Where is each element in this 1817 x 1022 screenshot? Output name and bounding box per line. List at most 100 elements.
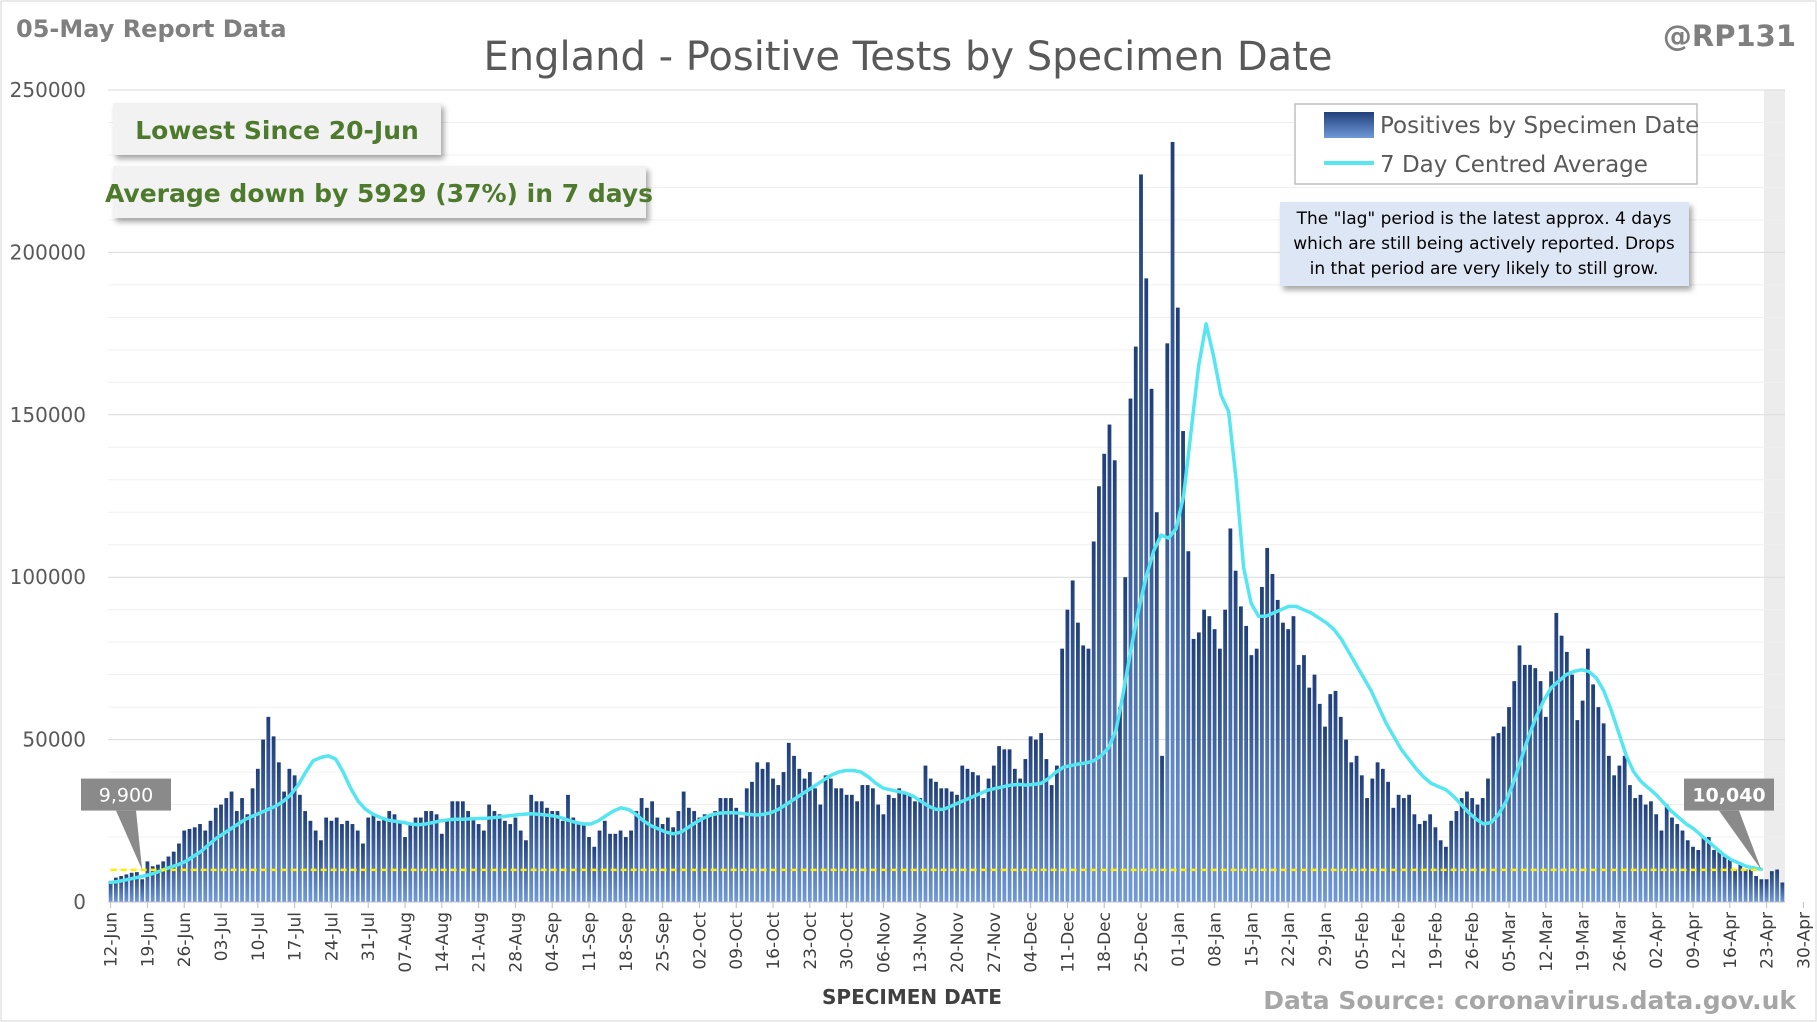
bar: [1538, 681, 1543, 902]
bar: [450, 801, 455, 902]
x-tick-label: 25-Dec: [1132, 912, 1152, 973]
bar: [150, 866, 155, 902]
bar: [439, 833, 444, 902]
bar: [1039, 733, 1044, 902]
bar: [1365, 798, 1369, 902]
bar: [629, 830, 633, 902]
bar: [282, 791, 287, 902]
bar: [1659, 830, 1664, 902]
bar: [881, 814, 886, 902]
bar: [1554, 612, 1559, 902]
threshold-end-label: 10,040: [1692, 785, 1765, 807]
x-tick-label: 28-Aug: [506, 912, 526, 973]
lag-note-line-2: which are still being actively reported.…: [1293, 234, 1675, 254]
x-tick-label: 19-Feb: [1426, 912, 1446, 970]
bar: [1712, 850, 1716, 902]
bar: [1239, 606, 1243, 902]
y-tick-label: 100000: [10, 565, 86, 589]
bar: [813, 788, 817, 902]
lowest-since-text: Lowest Since 20-Jun: [135, 116, 419, 145]
bar: [1007, 749, 1012, 902]
x-tick-label: 23-Oct: [801, 912, 821, 970]
bar: [345, 820, 350, 902]
bar: [1733, 869, 1737, 902]
bar: [1412, 814, 1417, 902]
x-tick-label: 04-Dec: [1022, 912, 1042, 973]
bar: [1496, 733, 1501, 902]
bar: [1564, 651, 1569, 902]
bar: [1023, 759, 1028, 902]
bar: [1112, 460, 1117, 902]
x-tick-label: 10-Jul: [249, 912, 269, 961]
bar: [1738, 863, 1743, 902]
bar: [124, 874, 129, 902]
bar: [970, 772, 975, 902]
bar: [776, 785, 781, 902]
bar: [1260, 586, 1264, 902]
bar: [329, 820, 334, 902]
bar: [481, 830, 486, 902]
bar: [1417, 824, 1422, 902]
legend-bar-swatch: [1324, 112, 1374, 138]
bar-series: [108, 141, 1785, 903]
bar: [1585, 648, 1590, 902]
bar: [513, 817, 518, 902]
bar: [839, 788, 844, 902]
bar: [750, 781, 754, 902]
bar: [508, 824, 513, 902]
author-handle: @RP131: [1663, 19, 1796, 53]
bar: [1012, 768, 1017, 902]
bar: [1528, 664, 1532, 902]
average-change-badge: [113, 166, 646, 218]
bar: [1391, 807, 1396, 902]
bar: [602, 820, 607, 902]
bar: [955, 794, 959, 902]
bar: [545, 807, 549, 902]
bar: [1223, 609, 1228, 902]
bar: [1617, 765, 1622, 902]
bar: [576, 824, 581, 902]
bar: [634, 811, 639, 902]
bar: [934, 781, 938, 902]
bar: [1165, 343, 1170, 902]
bar: [287, 768, 292, 902]
x-tick-label: 26-Mar: [1610, 912, 1630, 972]
bar: [587, 837, 591, 902]
bar: [1754, 876, 1758, 902]
x-tick-label: 21-Aug: [470, 912, 490, 973]
bar: [1060, 648, 1065, 902]
x-tick-label: 13-Nov: [911, 912, 931, 973]
bar: [313, 830, 318, 902]
bar: [1302, 655, 1306, 902]
bar: [1249, 655, 1254, 902]
bar: [960, 765, 965, 902]
x-tick-label: 19-Mar: [1574, 912, 1594, 972]
y-tick-label: 150000: [10, 403, 86, 427]
x-tick-label: 23-Apr: [1758, 912, 1778, 969]
bar: [1065, 609, 1070, 902]
bar: [1002, 749, 1007, 902]
bar: [392, 814, 397, 902]
bar: [618, 830, 623, 902]
bar: [692, 811, 697, 902]
bar: [660, 824, 665, 902]
bar: [1444, 846, 1448, 902]
bar: [224, 798, 229, 902]
bar: [1654, 814, 1659, 902]
x-tick-label: 22-Jan: [1279, 912, 1299, 967]
report-label: 05-May Report Data: [16, 15, 287, 43]
bar: [965, 768, 970, 902]
x-tick-label: 19-Jun: [138, 912, 158, 967]
bar: [361, 843, 365, 902]
bar: [1123, 577, 1128, 902]
x-tick-label: 14-Aug: [433, 912, 453, 973]
bar: [534, 801, 539, 902]
bar: [944, 788, 949, 902]
bar: [240, 798, 244, 902]
bar: [1470, 798, 1475, 902]
x-tick-label: 24-Jul: [322, 912, 342, 961]
bar: [797, 768, 802, 902]
bar: [145, 861, 150, 902]
bar: [129, 872, 134, 902]
bar: [1507, 707, 1511, 902]
